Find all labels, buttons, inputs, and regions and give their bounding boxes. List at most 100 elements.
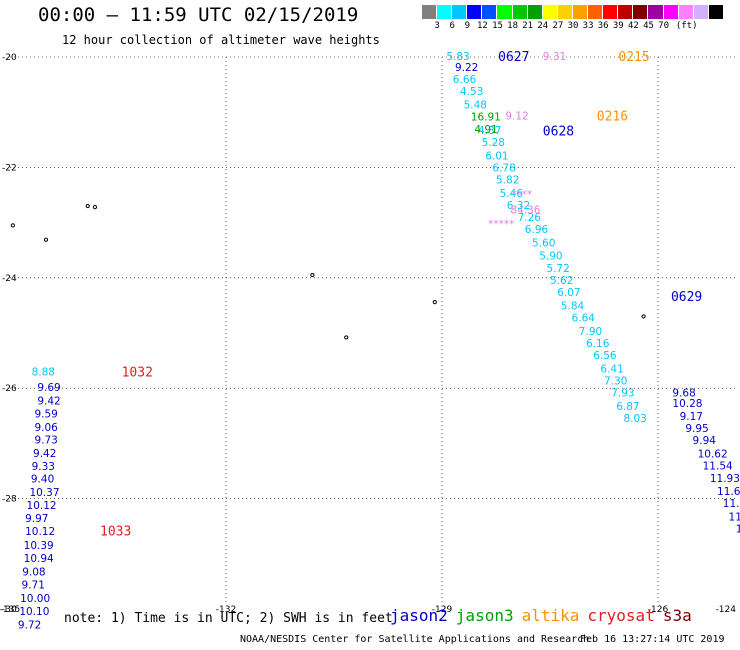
y-tick-label: -24 — [2, 274, 17, 284]
wave-height-point: 9.22 — [455, 62, 478, 74]
pass-time-label: 0628 — [543, 124, 574, 139]
color-scale-label: 42 — [627, 21, 639, 31]
color-scale-label: 9 — [464, 21, 471, 31]
color-scale-swatch — [648, 5, 664, 19]
color-scale-swatch — [588, 5, 604, 19]
wave-height-point: 84.36 — [510, 204, 540, 216]
wave-height-point: 8.88 — [32, 367, 55, 379]
island-marker — [85, 203, 90, 209]
legend-item-cryosat: cryosat — [587, 606, 655, 625]
chart-title: 00:00 – 11:59 UTC 02/15/2019 — [38, 4, 359, 26]
color-scale-swatch — [542, 5, 558, 19]
islands-layer — [10, 203, 646, 340]
wave-height-point: 6.16 — [586, 338, 610, 350]
wave-height-point: 7.90 — [579, 326, 602, 338]
color-scale-label: 36 — [597, 21, 609, 31]
wave-height-point: 9.31 — [543, 51, 566, 63]
wave-height-point: 6.66 — [453, 74, 477, 86]
data-points-layer: 9.22 9.6810.289.179.959.9410.6211.5411.93… — [18, 51, 740, 632]
wave-height-point: 9.71 — [22, 580, 45, 592]
wave-height-point: 10.62 — [698, 448, 728, 460]
color-scale-swatch — [452, 5, 468, 19]
wave-height-point: 6.56 — [593, 350, 617, 362]
color-scale-swatch — [708, 5, 724, 19]
island-marker — [43, 237, 49, 242]
x-tick-label: -124 — [716, 605, 737, 615]
legend-item-altika: altika — [521, 606, 580, 625]
color-scale-swatch — [512, 5, 528, 19]
color-scale-label: 33 — [582, 21, 594, 31]
wave-height-point: 9.59 — [34, 409, 57, 421]
credit-line: NOAA/NESDIS Center for Satellite Applica… — [240, 634, 590, 645]
wave-height-point: 9.17 — [680, 411, 703, 423]
wave-height-point: 8.03 — [623, 413, 646, 425]
wave-height-point: 6.64 — [572, 313, 596, 325]
island-marker — [432, 299, 437, 305]
wave-height-point: 6.07 — [557, 287, 580, 299]
island-marker — [344, 335, 349, 340]
wave-height-point: 5.84 — [561, 300, 585, 312]
island-marker — [641, 314, 646, 319]
pass-time-label: 1032 — [122, 366, 153, 381]
pass-time-label: 0629 — [671, 290, 702, 305]
wave-height-point: 9.06 — [34, 422, 58, 434]
wave-height-point: 9.69 — [37, 382, 60, 394]
grid-lines — [10, 56, 738, 603]
y-tick-label: -22 — [2, 163, 17, 173]
x-tick-label: -132 — [216, 605, 236, 615]
wave-height-point: 11.65 — [717, 486, 740, 498]
y-tick-label: -20 — [2, 53, 17, 63]
wave-height-point: 6.78 — [492, 162, 515, 174]
wave-height-point: 6.41 — [600, 363, 623, 375]
color-scale-label: 30 — [567, 21, 579, 31]
pass-time-label: 0215 — [618, 50, 649, 65]
wave-height-point: 10.37 — [29, 487, 59, 499]
wave-height-point: 4.91 — [474, 124, 497, 136]
color-scale-label: 6 — [449, 21, 455, 31]
color-scale-swatch — [467, 5, 483, 19]
wave-height-point: 11.90 — [723, 498, 740, 510]
y-tick-label: -26 — [2, 384, 17, 394]
satellite-legend: jason2 jason3 altika cryosat s3a — [390, 606, 700, 625]
color-scale-label: 27 — [552, 21, 564, 31]
wave-height-point: 9.68 — [672, 388, 695, 400]
wave-height-point: 11.48 — [729, 511, 740, 523]
x-tick-label: -135 — [0, 605, 20, 615]
generated-timestamp: Feb 16 13:27:14 UTC 2019 — [580, 634, 725, 645]
color-scale-label: 21 — [522, 21, 534, 31]
pass-time-label: 0216 — [597, 110, 628, 125]
color-scale-label: 45 — [643, 21, 654, 31]
color-scale-label: (ft) — [675, 21, 698, 31]
wave-height-point: 7.30 — [604, 375, 627, 387]
color-scale-swatch — [422, 5, 438, 19]
wave-height-point: 5.62 — [550, 275, 573, 287]
x-tick-label: -129 — [432, 605, 453, 615]
pass-labels-layer: 06270628062906300215021610321033 — [100, 50, 702, 540]
y-tick-label: -30 — [2, 605, 17, 615]
color-scale-swatch — [618, 5, 634, 19]
wave-height-point: 5.28 — [482, 137, 505, 149]
wave-height-point: 5.83 — [446, 51, 469, 63]
wave-height-point: 4.87 — [478, 125, 501, 137]
color-scale-swatch — [633, 5, 649, 19]
color-scale-swatch — [527, 5, 543, 19]
axis-tick-labels: -135-132-129-126-123-124-20-22-24-26-28-… — [0, 53, 737, 615]
legend-item-s3a: s3a — [662, 606, 692, 625]
island-marker — [92, 205, 98, 210]
y-tick-label: -28 — [2, 495, 17, 505]
wave-height-point: 6.32 — [507, 200, 530, 212]
footnote: note: 1) Time is in UTC; 2) SWH is in fe… — [64, 611, 393, 626]
color-scale-swatch — [497, 5, 513, 19]
wave-height-point: 7.93 — [611, 388, 634, 400]
color-scale-bar — [422, 5, 724, 19]
wave-height-point: 6.96 — [525, 224, 549, 236]
wave-height-point: 5.90 — [539, 251, 562, 263]
color-scale-swatch — [663, 5, 679, 19]
wave-height-point: 10.64 — [736, 523, 740, 535]
color-scale-label: 3 — [434, 21, 440, 31]
color-scale-label: 70 — [658, 21, 670, 31]
legend-item-jason3: jason3 — [455, 606, 514, 625]
pass-time-label: 0627 — [498, 50, 529, 65]
island-marker — [310, 272, 315, 278]
